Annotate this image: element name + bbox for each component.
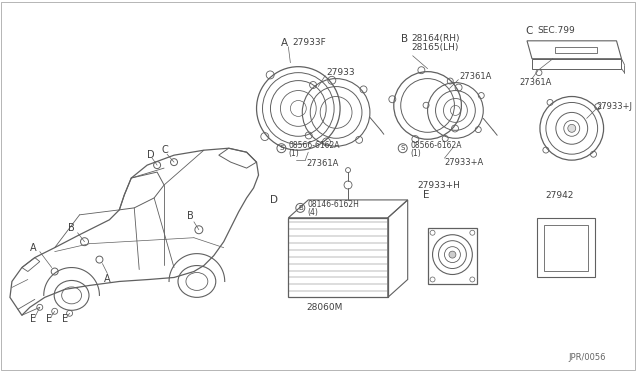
Text: 27933+A: 27933+A	[445, 158, 484, 167]
Text: 27942: 27942	[545, 192, 573, 201]
Text: JPR/0056: JPR/0056	[569, 353, 606, 362]
Text: A: A	[30, 243, 36, 253]
Text: B: B	[68, 223, 74, 233]
Text: (1): (1)	[289, 149, 299, 158]
Text: E: E	[45, 314, 52, 324]
Text: 28165(LH): 28165(LH)	[412, 43, 459, 52]
Text: D: D	[147, 150, 155, 160]
Text: 28164(RH): 28164(RH)	[412, 34, 460, 43]
Text: 27933: 27933	[326, 68, 355, 77]
Text: 28060M: 28060M	[307, 303, 342, 312]
Text: B: B	[298, 205, 303, 211]
Text: E: E	[422, 190, 429, 200]
Text: 27361A: 27361A	[460, 72, 492, 81]
Text: (4): (4)	[307, 208, 318, 217]
Circle shape	[449, 251, 456, 258]
Text: S: S	[279, 145, 284, 151]
Circle shape	[568, 124, 576, 132]
Text: S: S	[401, 145, 405, 151]
Text: 08566-6162A: 08566-6162A	[289, 141, 340, 150]
Text: 27933F: 27933F	[292, 38, 326, 47]
Text: 27933+J: 27933+J	[596, 102, 632, 111]
Text: 08566-6162A: 08566-6162A	[411, 141, 462, 150]
Text: B: B	[401, 34, 408, 44]
Text: C: C	[161, 145, 168, 155]
Text: E: E	[30, 314, 36, 324]
Text: (1): (1)	[411, 149, 421, 158]
Text: C: C	[525, 26, 532, 36]
Text: 27361A: 27361A	[307, 158, 339, 168]
Text: 27933+H: 27933+H	[418, 180, 461, 189]
Text: A: A	[104, 275, 111, 285]
Text: A: A	[282, 38, 289, 48]
Text: 27361A: 27361A	[519, 78, 552, 87]
Text: SEC.799: SEC.799	[537, 26, 575, 35]
Text: D: D	[271, 195, 278, 205]
Text: 08146-6162H: 08146-6162H	[307, 201, 359, 209]
Text: B: B	[187, 211, 194, 221]
Text: E: E	[61, 314, 68, 324]
